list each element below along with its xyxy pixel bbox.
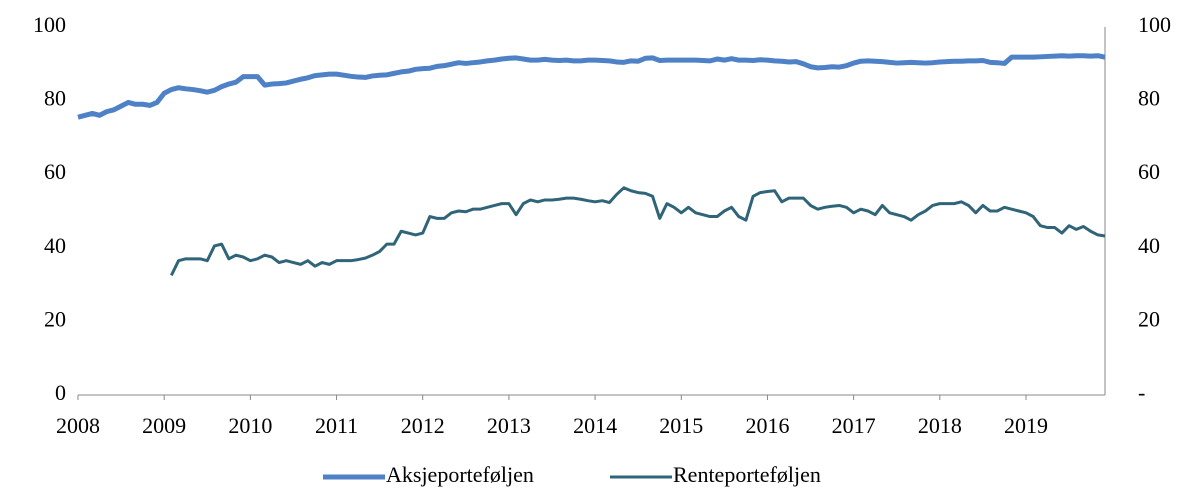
x-tick-label: 2013 bbox=[487, 413, 531, 438]
x-tick-label: 2008 bbox=[56, 413, 100, 438]
y-tick-label: 0 bbox=[55, 380, 66, 405]
y-tick-label: 100 bbox=[33, 12, 66, 37]
x-tick-label: 2017 bbox=[832, 413, 876, 438]
y2-tick-label: 60 bbox=[1138, 159, 1160, 184]
series-line bbox=[77, 53, 1106, 120]
x-tick-label: 2018 bbox=[918, 413, 962, 438]
x-tick-label: 2015 bbox=[659, 413, 703, 438]
y2-tick-label: 40 bbox=[1138, 233, 1160, 258]
y-tick-label: 60 bbox=[44, 159, 66, 184]
y2-tick-label: - bbox=[1138, 380, 1145, 405]
y-tick-label: 40 bbox=[44, 233, 66, 258]
x-tick-label: 2016 bbox=[745, 413, 789, 438]
x-tick-label: 2019 bbox=[1004, 413, 1048, 438]
y-tick-label: 80 bbox=[44, 86, 66, 111]
legend-label: Aksjeporteføljen bbox=[386, 462, 534, 487]
series-line bbox=[170, 186, 1106, 277]
y2-tick-label: 80 bbox=[1138, 86, 1160, 111]
x-tick-label: 2014 bbox=[573, 413, 617, 438]
x-tick-label: 2011 bbox=[315, 413, 358, 438]
legend-label: Renteporteføljen bbox=[673, 462, 821, 487]
x-tick-label: 2009 bbox=[142, 413, 186, 438]
y-tick-label: 20 bbox=[44, 306, 66, 331]
x-tick-label: 2012 bbox=[401, 413, 445, 438]
y2-tick-label: 20 bbox=[1138, 306, 1160, 331]
y2-tick-label: 100 bbox=[1138, 12, 1171, 37]
x-tick-label: 2010 bbox=[228, 413, 272, 438]
